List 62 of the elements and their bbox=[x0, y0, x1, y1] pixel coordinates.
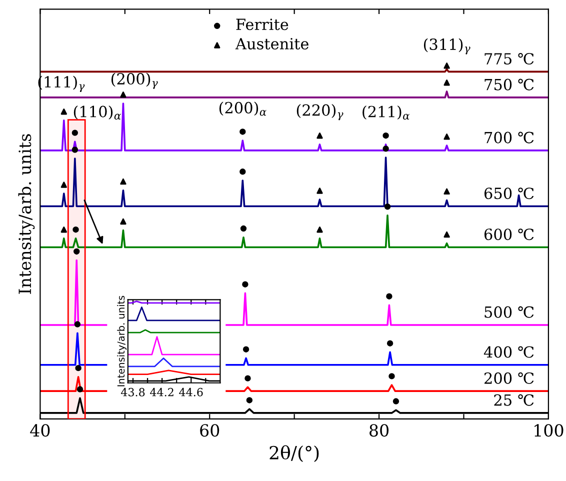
series-label: 775 ℃ bbox=[484, 52, 534, 65]
x-tick-label: 43.8 bbox=[120, 388, 145, 396]
annotation: (200)$_{γ}$ bbox=[111, 72, 158, 89]
series-label: 25 ℃ bbox=[494, 394, 534, 406]
x-tick-label: 44.6 bbox=[179, 388, 203, 396]
x-tick-label: 44.2 bbox=[150, 388, 174, 396]
point bbox=[72, 226, 79, 233]
point bbox=[316, 226, 323, 233]
annotation: (220)$_{γ}$ bbox=[296, 104, 344, 120]
point bbox=[244, 375, 251, 382]
point bbox=[120, 218, 126, 225]
series-label: 750 ℃ bbox=[484, 78, 534, 90]
series-label: 650 ℃ bbox=[484, 188, 534, 200]
point bbox=[120, 92, 126, 98]
point bbox=[388, 373, 395, 380]
point bbox=[72, 130, 78, 136]
point bbox=[240, 225, 247, 232]
x-tick-label: 40 bbox=[30, 424, 50, 437]
legend-label: Austenite bbox=[235, 38, 308, 50]
point bbox=[60, 108, 68, 115]
point bbox=[242, 346, 250, 352]
x-axis-title: 2θ/(°) bbox=[270, 445, 319, 462]
point bbox=[382, 132, 389, 139]
y-axis-title: Intensity/arb. units bbox=[18, 134, 35, 294]
legend-label: Ferrite bbox=[236, 18, 288, 30]
point bbox=[240, 128, 246, 135]
x-tick-label: 100 bbox=[534, 424, 564, 437]
point bbox=[76, 386, 84, 392]
point bbox=[384, 204, 391, 210]
point bbox=[444, 80, 450, 86]
point bbox=[386, 340, 394, 346]
point bbox=[382, 146, 389, 152]
x-tick-label: 60 bbox=[200, 424, 220, 437]
point bbox=[444, 231, 450, 238]
series-label: 400 ℃ bbox=[484, 346, 534, 358]
point bbox=[444, 188, 450, 195]
point bbox=[392, 398, 400, 404]
point bbox=[120, 178, 126, 185]
point bbox=[75, 364, 82, 372]
point bbox=[242, 281, 248, 288]
point bbox=[72, 146, 78, 153]
series-label: 200 ℃ bbox=[484, 372, 534, 384]
series-label: 500 ℃ bbox=[484, 306, 534, 318]
y-axis-title: Intensity/arb. units bbox=[117, 296, 127, 386]
x-tick-label: 80 bbox=[370, 424, 389, 437]
point bbox=[316, 132, 323, 139]
point bbox=[60, 226, 68, 233]
point bbox=[316, 188, 323, 194]
point bbox=[444, 62, 450, 69]
point bbox=[74, 321, 81, 328]
annotation: (110)$_{α}$ bbox=[74, 106, 121, 120]
series-label: 600 ℃ bbox=[484, 228, 534, 240]
point bbox=[444, 134, 450, 140]
point bbox=[386, 293, 392, 300]
point bbox=[60, 182, 68, 188]
annotation: (211)$_{α}$ bbox=[362, 106, 410, 120]
point bbox=[246, 397, 253, 404]
series-label: 700 ℃ bbox=[484, 132, 534, 144]
annotation: (311)$_{γ}$ bbox=[424, 38, 470, 54]
annotation: (200)$_{α}$ bbox=[219, 102, 266, 116]
point bbox=[240, 168, 246, 175]
point bbox=[74, 248, 80, 255]
